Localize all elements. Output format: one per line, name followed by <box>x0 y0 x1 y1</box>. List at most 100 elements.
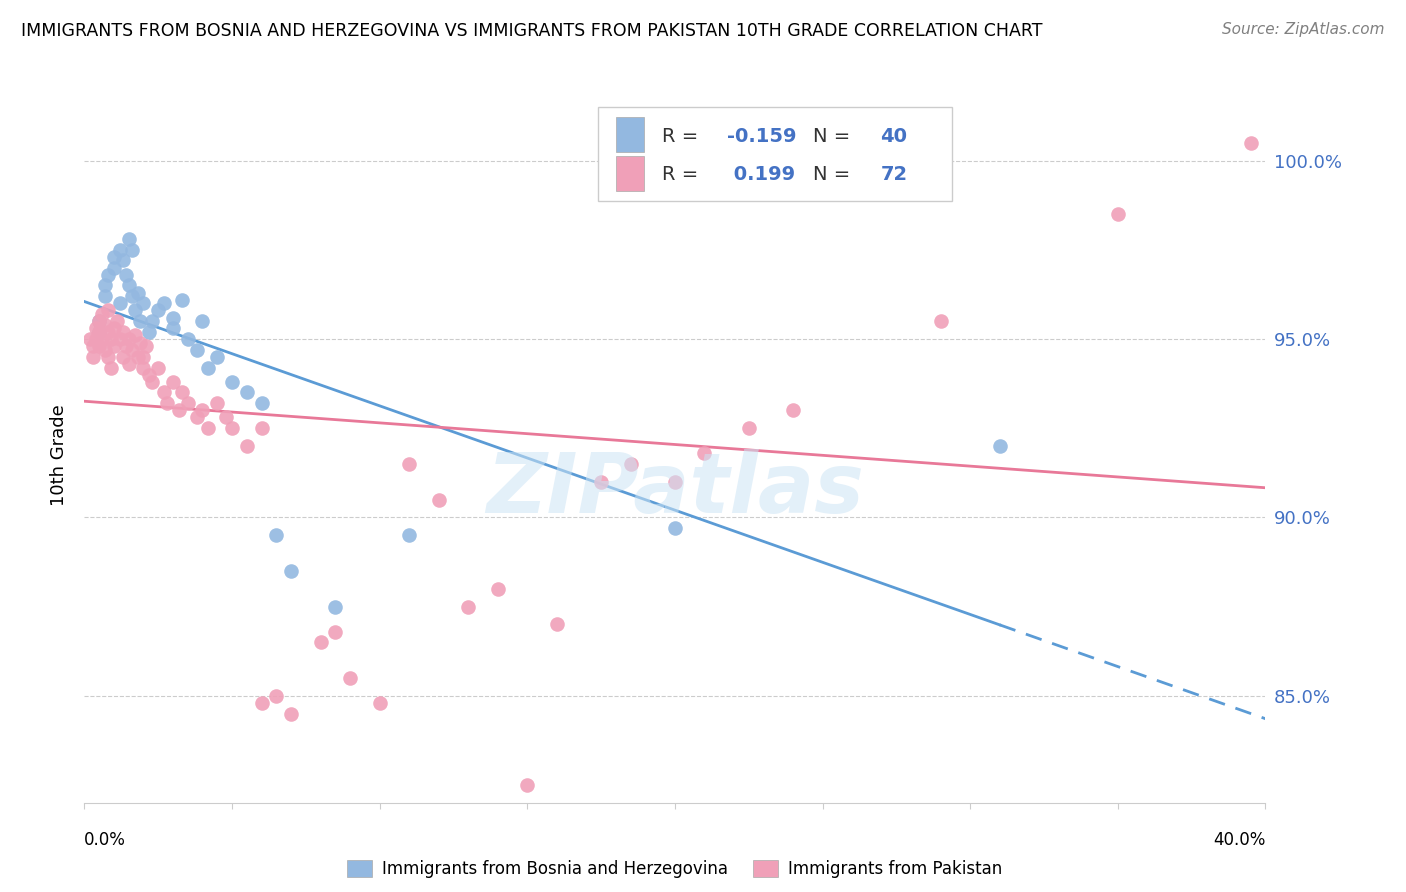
Point <box>111 325 134 339</box>
Text: 0.199: 0.199 <box>727 165 794 184</box>
Point <box>1107 207 1129 221</box>
Text: 0.0%: 0.0% <box>84 830 127 848</box>
Point <box>89 314 111 328</box>
Point <box>91 307 114 321</box>
Point <box>108 243 131 257</box>
Point <box>486 582 509 596</box>
Point <box>138 325 160 339</box>
Point <box>197 360 219 375</box>
Point <box>135 339 157 353</box>
Point <box>82 339 104 353</box>
Point <box>280 706 302 721</box>
Point <box>427 492 450 507</box>
Point <box>988 439 1011 453</box>
Point <box>162 310 184 325</box>
Point <box>738 421 761 435</box>
Point <box>79 332 101 346</box>
Point <box>191 403 214 417</box>
Point <box>108 332 131 346</box>
Text: N =: N = <box>813 127 856 145</box>
Point <box>97 268 120 282</box>
Point <box>153 385 176 400</box>
Point <box>121 343 143 357</box>
Point <box>127 350 149 364</box>
Point <box>141 314 163 328</box>
Point <box>250 421 273 435</box>
Text: ZIPatlas: ZIPatlas <box>486 450 863 530</box>
Point <box>197 421 219 435</box>
Point <box>97 350 120 364</box>
Point <box>516 778 538 792</box>
Point <box>94 278 117 293</box>
Point <box>280 564 302 578</box>
Text: 40: 40 <box>880 127 907 145</box>
Text: 72: 72 <box>880 165 907 184</box>
Point <box>141 375 163 389</box>
Point <box>127 285 149 300</box>
Y-axis label: 10th Grade: 10th Grade <box>51 404 69 506</box>
Point <box>103 321 125 335</box>
Point <box>132 350 155 364</box>
Point <box>693 446 716 460</box>
Point <box>89 325 111 339</box>
Point <box>111 350 134 364</box>
Point <box>114 268 136 282</box>
Point <box>221 421 243 435</box>
Point <box>124 303 146 318</box>
Point <box>97 325 120 339</box>
Point <box>264 528 288 542</box>
Point <box>323 624 347 639</box>
Point <box>664 475 686 489</box>
Point <box>91 332 114 346</box>
Point <box>84 332 107 346</box>
Point <box>309 635 332 649</box>
FancyBboxPatch shape <box>598 107 952 201</box>
Text: R =: R = <box>662 127 704 145</box>
Point <box>148 303 170 318</box>
Point <box>546 617 568 632</box>
Point <box>250 396 273 410</box>
Point <box>170 385 193 400</box>
Point <box>121 243 143 257</box>
Point <box>94 318 117 332</box>
Point <box>177 332 200 346</box>
Point <box>186 343 208 357</box>
Point <box>108 296 131 310</box>
Point <box>89 314 111 328</box>
Point <box>236 385 259 400</box>
Point <box>782 403 804 417</box>
Point <box>177 396 200 410</box>
Point <box>111 253 134 268</box>
Point <box>664 521 686 535</box>
Point <box>339 671 361 685</box>
Point <box>129 314 152 328</box>
Point <box>186 410 208 425</box>
Point <box>89 339 111 353</box>
Point <box>129 335 152 350</box>
Text: 40.0%: 40.0% <box>1213 830 1265 848</box>
Point <box>170 293 193 307</box>
Text: IMMIGRANTS FROM BOSNIA AND HERZEGOVINA VS IMMIGRANTS FROM PAKISTAN 10TH GRADE CO: IMMIGRANTS FROM BOSNIA AND HERZEGOVINA V… <box>21 22 1043 40</box>
Text: Source: ZipAtlas.com: Source: ZipAtlas.com <box>1222 22 1385 37</box>
Text: N =: N = <box>813 165 856 184</box>
Point <box>100 332 122 346</box>
Point <box>138 368 160 382</box>
Point <box>118 332 141 346</box>
Point <box>205 396 228 410</box>
Legend: Immigrants from Bosnia and Herzegovina, Immigrants from Pakistan: Immigrants from Bosnia and Herzegovina, … <box>340 854 1010 885</box>
Point <box>121 289 143 303</box>
Point <box>215 410 238 425</box>
Point <box>89 325 111 339</box>
Point <box>114 339 136 353</box>
FancyBboxPatch shape <box>616 156 644 191</box>
Point <box>82 350 104 364</box>
Point <box>619 457 641 471</box>
Point <box>97 303 120 318</box>
Point <box>118 278 141 293</box>
Point <box>398 528 420 542</box>
Text: -0.159: -0.159 <box>727 127 796 145</box>
Point <box>94 289 117 303</box>
Point <box>124 328 146 343</box>
Point <box>221 375 243 389</box>
Point <box>191 314 214 328</box>
